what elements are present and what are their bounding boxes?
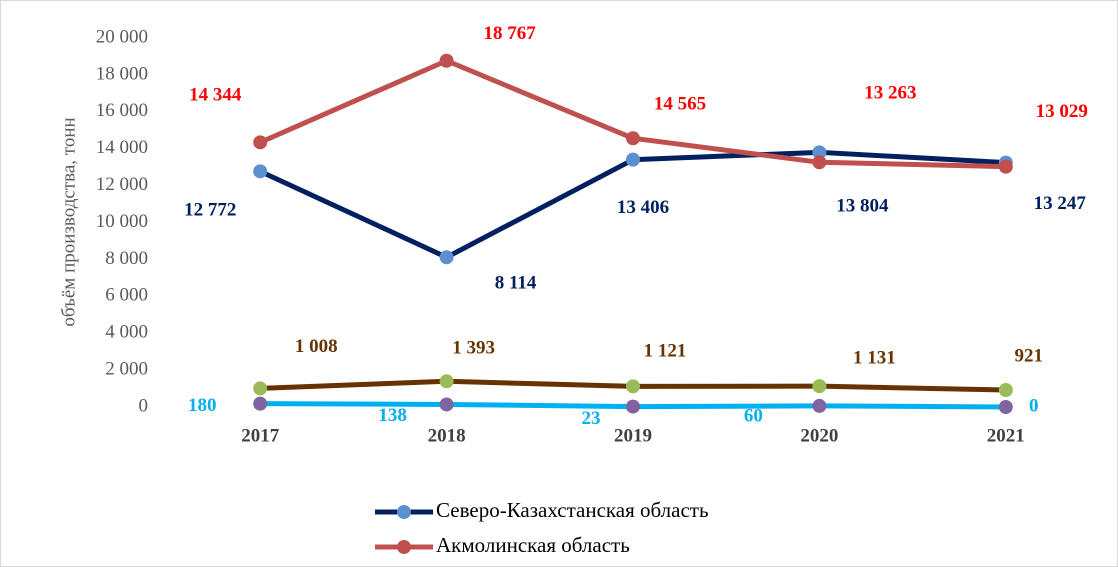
data-point: [253, 396, 268, 411]
data-label: 1 008: [295, 336, 338, 357]
y-tick-label: 20 000: [96, 26, 148, 47]
y-tick-label: 4 000: [105, 322, 148, 343]
data-point: [439, 397, 454, 412]
x-tick-label: 2017: [241, 425, 280, 446]
data-label: 13 029: [1036, 101, 1088, 122]
y-tick-label: 12 000: [96, 174, 148, 195]
data-label: 1 393: [452, 338, 495, 359]
data-point: [998, 383, 1013, 398]
data-point: [812, 398, 827, 413]
data-point: [626, 399, 640, 414]
data-label: 13 406: [617, 197, 669, 218]
y-tick-label: 14 000: [96, 137, 148, 158]
data-label: 12 772: [184, 200, 236, 221]
y-tick-label: 6 000: [105, 285, 148, 306]
data-label: 180: [188, 395, 217, 416]
data-point: [626, 131, 640, 146]
data-point: [439, 250, 454, 265]
data-label: 13 247: [1034, 193, 1087, 214]
data-label: 18 767: [483, 23, 536, 44]
data-label: 0: [1029, 395, 1039, 416]
data-point: [439, 53, 454, 68]
data-label: 13 804: [836, 196, 889, 217]
data-label: 8 114: [495, 273, 537, 294]
data-point: [439, 374, 454, 389]
data-label: 14 344: [189, 85, 242, 106]
data-point: [998, 400, 1013, 414]
data-label: 138: [378, 405, 407, 426]
legend-label: Северо-Казахстанская область: [436, 498, 709, 522]
data-label: 14 565: [654, 94, 706, 115]
y-axis-label: объём производства, тонн: [58, 117, 79, 326]
data-point: [812, 145, 827, 160]
data-label: 23: [582, 408, 601, 429]
data-point: [626, 152, 640, 167]
x-tick-label: 2020: [800, 425, 838, 446]
data-label: 13 263: [864, 83, 916, 104]
y-tick-label: 2 000: [105, 358, 148, 379]
data-label: 1 131: [853, 347, 896, 368]
data-label: 921: [1015, 345, 1044, 366]
data-label: 1 121: [644, 341, 687, 362]
data-point: [253, 381, 268, 396]
data-label: 60: [744, 405, 763, 426]
x-tick-label: 2019: [614, 425, 652, 446]
data-point: [812, 155, 827, 170]
legend-marker: [397, 505, 411, 519]
x-tick-label: 2021: [987, 425, 1025, 446]
x-tick-label: 2018: [428, 425, 466, 446]
y-tick-label: 16 000: [96, 100, 148, 121]
y-tick-label: 10 000: [96, 211, 148, 232]
y-tick-label: 18 000: [96, 63, 148, 84]
y-tick-label: 0: [139, 395, 149, 416]
data-point: [253, 164, 268, 179]
data-point: [626, 379, 640, 394]
data-point: [998, 159, 1013, 174]
legend-label: Акмолинская область: [436, 533, 630, 557]
data-point: [812, 379, 827, 394]
data-point: [253, 135, 268, 150]
y-tick-label: 8 000: [105, 248, 148, 269]
legend-marker: [397, 540, 411, 554]
